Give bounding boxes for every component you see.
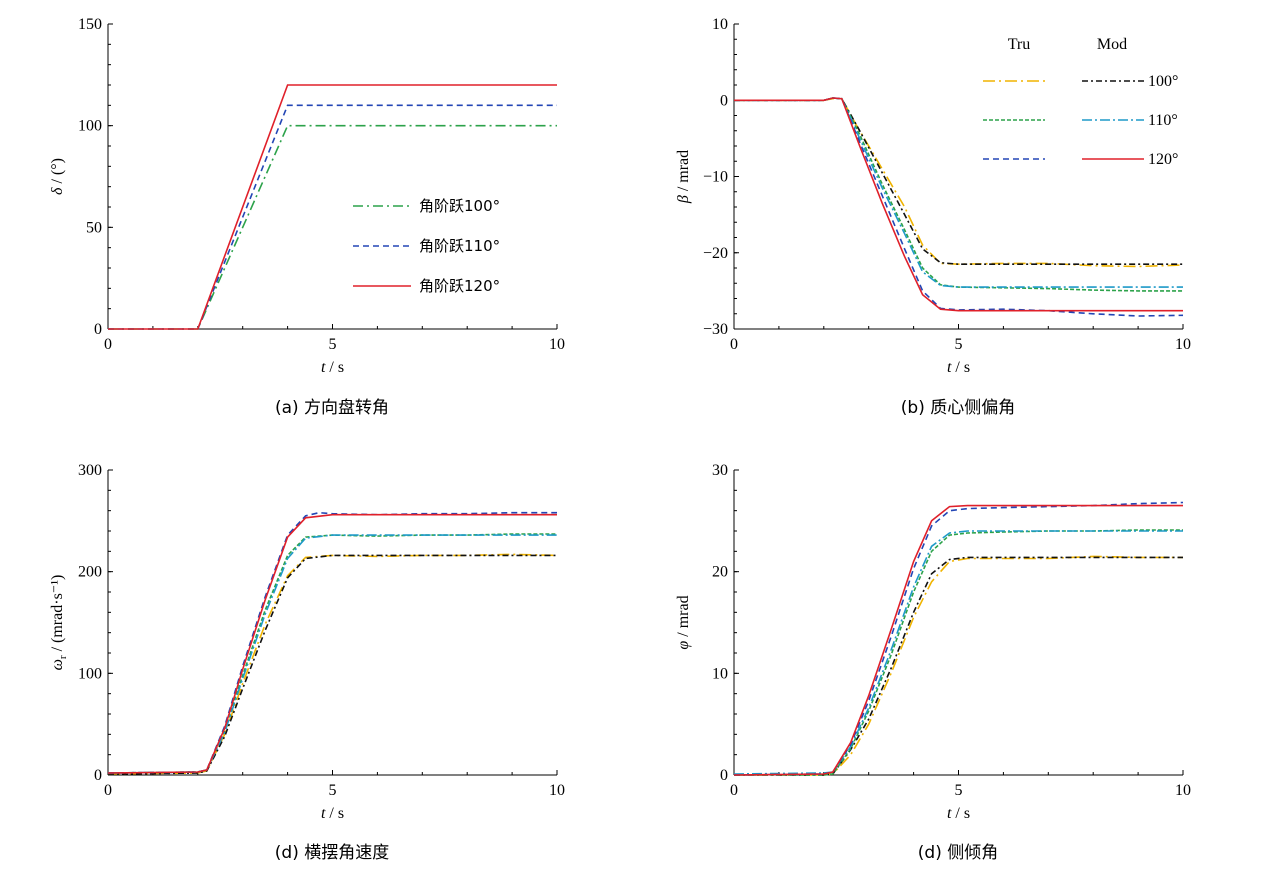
x-tick-label: 10 — [1175, 336, 1191, 353]
series-line-mod110 — [107, 534, 557, 774]
series-line-tru110 — [734, 529, 1183, 776]
series-line-tru120 — [734, 97, 1184, 317]
x-axis-label: t / s — [947, 805, 970, 822]
chart-panel-b: 0 5 10 −30 −20 −10 0 10 t / s β / mrad (b) 质心侧偏角 Tr… — [675, 16, 1191, 418]
y-axis-unit: / mrad — [675, 150, 692, 195]
y-tick-label: 10 — [712, 665, 728, 682]
panel-caption: (b) 质心侧偏角 — [901, 398, 1015, 418]
x-tick-label: 5 — [955, 336, 963, 353]
series-line-tru100 — [734, 555, 1183, 776]
legend-label: 角阶跃120° — [419, 277, 500, 295]
series-line-s120 — [108, 84, 557, 330]
x-tick-label: 0 — [730, 782, 738, 799]
y-tick-label: 100 — [78, 118, 102, 135]
x-axis-label: t / s — [321, 359, 344, 376]
series-line-s100 — [108, 124, 557, 330]
y-tick-label: −30 — [703, 321, 728, 338]
x-tick-label: 0 — [104, 336, 112, 353]
series-line-tru100 — [107, 553, 558, 775]
x-tick-label: 5 — [329, 782, 337, 799]
legend-header-tru: Tru — [1008, 36, 1031, 53]
x-axis-label: t / s — [947, 359, 970, 376]
legend-label: 120° — [1148, 151, 1178, 168]
panel-caption: (a) 方向盘转角 — [275, 398, 389, 418]
series-line-tru120 — [733, 501, 1184, 776]
x-tick-label: 10 — [1175, 782, 1191, 799]
y-tick-label: 10 — [712, 16, 728, 33]
legend-header-mod: Mod — [1097, 36, 1127, 53]
x-axis-unit: / s — [325, 359, 344, 376]
series-line-mod120 — [734, 97, 1183, 312]
panel-caption: (d) 侧倾角 — [918, 843, 998, 863]
legend-label: 110° — [1148, 112, 1178, 129]
y-tick-label: −20 — [703, 245, 728, 262]
y-tick-label: 0 — [720, 767, 728, 784]
chart-panel-d-roll: 0 5 10 0 10 20 30 t / s φ / mrad (d) 侧倾角 — [675, 462, 1191, 863]
x-axis-var: t — [947, 359, 952, 376]
y-axis-var: φ — [675, 641, 692, 650]
x-tick-label: 5 — [955, 782, 963, 799]
series-line-tru110 — [734, 97, 1183, 292]
y-axis-subscript: r — [57, 655, 69, 659]
x-tick-label: 5 — [329, 336, 337, 353]
x-axis-unit: / s — [325, 805, 344, 822]
x-axis-unit: / s — [951, 359, 970, 376]
series-line-mod100 — [734, 556, 1183, 776]
y-axis-var: ω — [49, 659, 66, 670]
y-tick-label: 20 — [712, 564, 728, 581]
y-axis-label: φ / mrad — [675, 595, 692, 649]
y-tick-label: 150 — [78, 16, 102, 33]
x-tick-label: 10 — [549, 782, 565, 799]
series-line-tru100 — [734, 97, 1184, 268]
y-tick-label: 200 — [78, 564, 102, 581]
y-axis-label: δ / (°) — [49, 158, 66, 195]
y-tick-label: −10 — [703, 169, 728, 186]
y-axis-unit: / (mrad·s⁻¹) — [49, 575, 66, 656]
x-axis-var: t — [321, 805, 326, 822]
y-axis-unit: / (°) — [49, 158, 66, 188]
y-axis-label: ωr / (mrad·s⁻¹) — [49, 575, 69, 671]
x-tick-label: 0 — [104, 782, 112, 799]
series-line-tru110 — [107, 533, 557, 774]
x-axis-var: t — [321, 359, 326, 376]
y-tick-label: 0 — [94, 321, 102, 338]
series-line-mod100 — [107, 554, 557, 775]
y-tick-label: 100 — [78, 665, 102, 682]
x-tick-label: 0 — [730, 336, 738, 353]
series-line-mod100 — [734, 97, 1183, 265]
y-tick-label: 50 — [86, 219, 102, 236]
y-tick-label: 0 — [720, 92, 728, 109]
legend-label: 角阶跃110° — [419, 237, 500, 255]
legend-label: 角阶跃100° — [419, 197, 500, 215]
x-axis-var: t — [947, 805, 952, 822]
series-line-mod110 — [734, 97, 1183, 288]
series-line-tru120 — [107, 511, 557, 774]
series-line-mod120 — [733, 504, 1183, 776]
panel-caption: (d) 横摆角速度 — [275, 843, 389, 863]
x-tick-label: 10 — [549, 336, 565, 353]
y-axis-var: β — [675, 195, 692, 204]
y-tick-label: 300 — [78, 462, 102, 479]
series-line-mod110 — [733, 530, 1183, 775]
series-line-s110 — [108, 104, 557, 330]
legend-label: 100° — [1148, 73, 1178, 90]
series-line-mod120 — [107, 513, 557, 774]
x-axis-unit: / s — [951, 805, 970, 822]
y-tick-label: 0 — [94, 767, 102, 784]
y-axis-unit: / mrad — [675, 595, 692, 640]
y-tick-label: 30 — [712, 462, 728, 479]
x-axis-label: t / s — [321, 805, 344, 822]
y-axis-var: δ — [49, 187, 66, 195]
y-axis-label: β / mrad — [675, 150, 692, 204]
